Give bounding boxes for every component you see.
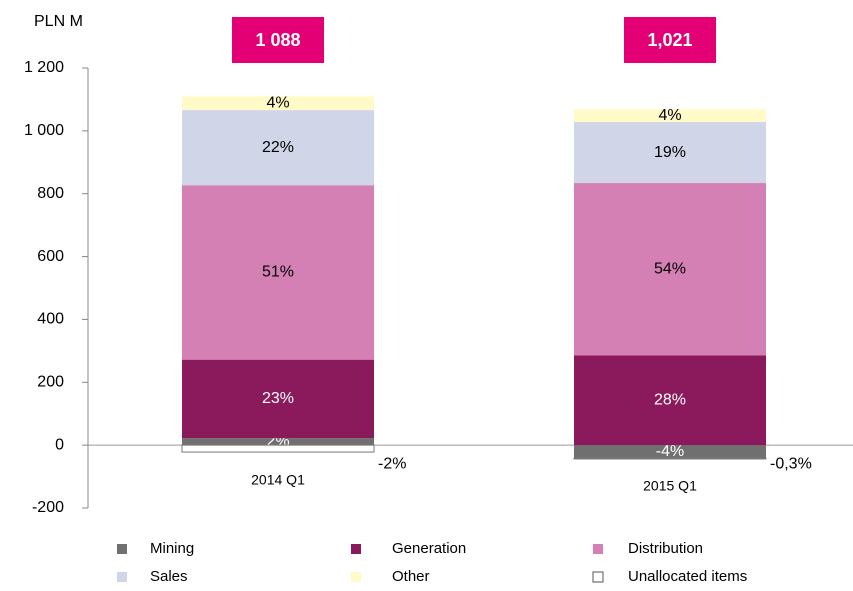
bar-segment — [574, 355, 766, 446]
y-tick-label: 600 — [37, 248, 64, 265]
bar-segment — [574, 109, 766, 123]
bar-segment — [181, 444, 375, 453]
bar-segment — [574, 183, 766, 356]
legend-marker — [117, 572, 127, 582]
segment-label: 28% — [654, 391, 686, 408]
legend-marker — [117, 544, 127, 554]
bar-segment — [182, 185, 374, 360]
segment-label: 19% — [654, 144, 686, 161]
legend-label: Sales — [150, 568, 188, 585]
bar-segment — [182, 438, 374, 446]
y-tick-label: 200 — [37, 374, 64, 391]
y-tick-label: 400 — [37, 311, 64, 328]
legend-marker — [351, 572, 361, 582]
segment-label: -4% — [656, 443, 684, 460]
total-label: 1,021 — [647, 30, 692, 50]
total-box — [232, 17, 324, 63]
bar-segment — [573, 457, 767, 460]
segment-label: 4% — [266, 94, 289, 111]
segment-label: 54% — [654, 260, 686, 277]
bar-segment — [574, 445, 766, 459]
segment-label: 22% — [262, 139, 294, 156]
y-tick-label: 0 — [55, 436, 64, 453]
bar-segment — [182, 110, 374, 186]
segment-label: 23% — [262, 390, 294, 407]
y-tick-label: 800 — [37, 185, 64, 202]
x-tick-label: 2015 Q1 — [643, 478, 697, 494]
total-box — [624, 17, 716, 63]
bar-segment — [182, 96, 374, 111]
legend-label: Other — [392, 568, 430, 585]
y-tick-label: 1 000 — [24, 122, 64, 139]
legend-label: Generation — [392, 540, 466, 557]
legend-marker — [351, 544, 361, 554]
legend-label: Unallocated items — [628, 568, 747, 585]
y-tick-label: -200 — [32, 499, 64, 516]
y-axis-label: PLN M — [34, 13, 83, 30]
bar-segment — [182, 359, 374, 439]
legend-label: Distribution — [628, 540, 703, 557]
bar-segment — [574, 122, 766, 184]
x-tick-label: 2014 Q1 — [251, 472, 305, 488]
total-label: 1 088 — [255, 30, 300, 50]
segment-label: -2% — [378, 455, 406, 472]
segment-label: 4% — [658, 107, 681, 124]
legend-marker — [593, 544, 603, 554]
legend-label: Mining — [150, 540, 194, 557]
segment-label: -0,3% — [770, 455, 812, 472]
segment-label: 51% — [262, 264, 294, 281]
y-tick-label: 1 200 — [24, 59, 64, 76]
legend-marker — [592, 571, 604, 583]
